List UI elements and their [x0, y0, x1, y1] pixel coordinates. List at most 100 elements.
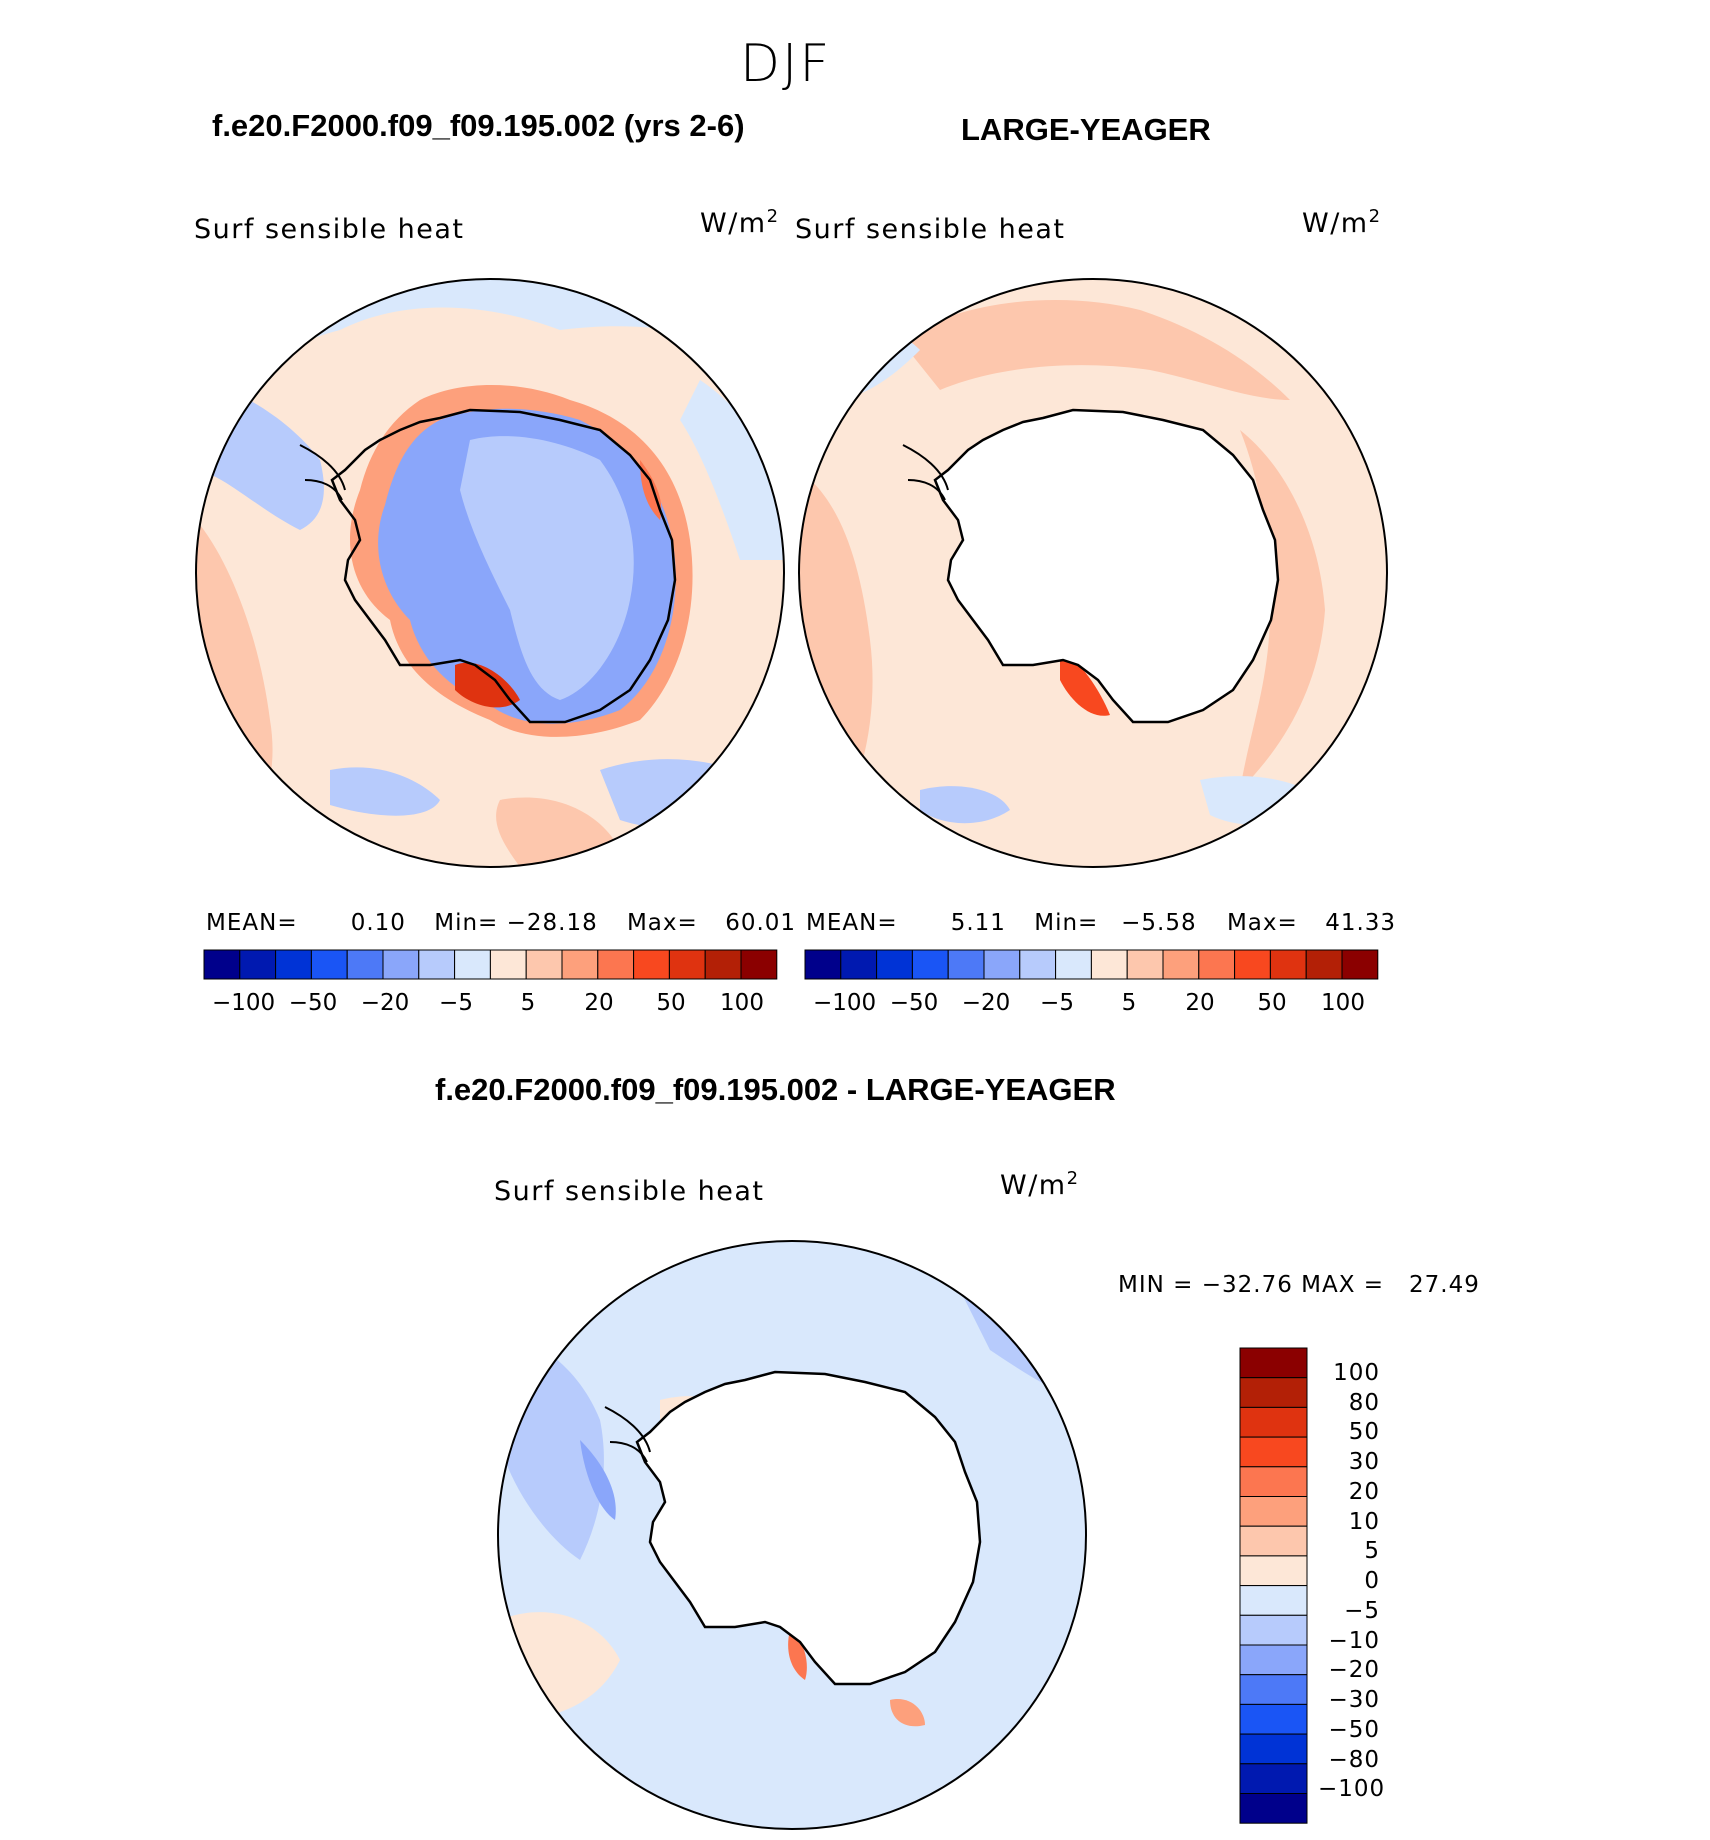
left-colorbar-swatch — [418, 949, 456, 980]
right-colorbar-swatch — [983, 949, 1021, 980]
diff-units-text: W/m — [1000, 1170, 1067, 1201]
left-tick-label: 5 — [520, 990, 536, 1016]
left-colorbar-swatch — [668, 949, 706, 980]
diff-colorbar-swatch — [1239, 1347, 1308, 1379]
right-min-label: Min= — [1034, 910, 1099, 936]
diff-minmax: MIN = −32.76 MAX = 27.49 — [1118, 1272, 1480, 1298]
right-colorbar-swatch — [1269, 949, 1307, 980]
right-tick-label: 20 — [1185, 990, 1215, 1016]
diff-colorbar-swatch — [1239, 1525, 1308, 1557]
right-max-value: 41.33 — [1325, 910, 1397, 936]
diff-tick-label: −100 — [1318, 1776, 1386, 1802]
right-tick-label: −20 — [961, 990, 1011, 1016]
diff-map-border — [497, 1240, 1087, 1830]
diff-colorbar-swatch — [1239, 1703, 1308, 1735]
diff-variable-label: Surf sensible heat — [494, 1176, 765, 1207]
left-tick-label: 50 — [656, 990, 686, 1016]
left-units-text: W/m — [700, 208, 767, 239]
diff-tick-label: −30 — [1328, 1687, 1380, 1713]
left-colorbar-swatch — [633, 949, 670, 980]
right-colorbar-swatch — [1341, 949, 1379, 980]
left-south-blue — [330, 767, 440, 816]
right-units-sup: 2 — [1368, 206, 1382, 227]
left-antarctica-inner — [460, 436, 634, 700]
left-stats: MEAN= 0.10 Min= −28.18 Max= 60.01 — [206, 910, 796, 936]
diff-tick-label: 30 — [1348, 1449, 1380, 1475]
right-tick-label: 100 — [1321, 990, 1365, 1016]
right-colorbar-swatch — [1234, 949, 1271, 980]
diff-units-sup: 2 — [1066, 1168, 1080, 1189]
right-colorbar-swatch — [947, 949, 985, 980]
diff-colorbar-swatch — [1239, 1674, 1308, 1705]
diff-title: f.e20.F2000.f09_f09.195.002 - LARGE-YEAG… — [435, 1072, 1116, 1107]
right-min-value: −5.58 — [1121, 910, 1197, 936]
left-tick-label: −5 — [439, 990, 473, 1016]
diff-colorbar-swatch — [1239, 1466, 1308, 1498]
left-colorbar-swatch — [561, 949, 599, 980]
diff-colorbar-swatch — [1239, 1733, 1308, 1765]
left-colorbar-swatch — [489, 949, 527, 980]
diff-tick-label: −80 — [1328, 1747, 1380, 1773]
left-variable-label: Surf sensible heat — [194, 214, 465, 245]
left-southeast-blue — [600, 759, 760, 828]
right-north-orange — [900, 300, 1290, 400]
right-colorbar-swatch — [1305, 949, 1343, 980]
left-colorbar-swatch — [704, 949, 742, 980]
right-units-text: W/m — [1302, 208, 1369, 239]
right-mean-label: MEAN= — [806, 910, 898, 936]
diff-south-hotspot — [890, 1699, 925, 1727]
right-colorbar-swatch — [876, 949, 913, 980]
diff-tick-label: 0 — [1364, 1568, 1380, 1594]
diff-tick-label: 50 — [1348, 1419, 1380, 1445]
diff-map — [498, 1241, 1086, 1829]
right-south-blue — [920, 786, 1010, 824]
left-colorbar-swatch — [346, 949, 384, 980]
diff-units-label: W/m2 — [1000, 1168, 1080, 1201]
left-min-label: Min= — [434, 910, 499, 936]
left-colorbar-swatch — [382, 949, 420, 980]
left-colorbar-swatch — [310, 949, 348, 980]
diff-colorbar-swatch — [1239, 1377, 1308, 1408]
diff-tick-label: −50 — [1328, 1717, 1380, 1743]
left-tick-label: −20 — [360, 990, 410, 1016]
right-antarctica-mask — [933, 408, 1280, 724]
left-map-border — [195, 278, 785, 868]
diff-colorbar-swatch — [1239, 1555, 1308, 1587]
left-min-value: −28.18 — [506, 910, 598, 936]
right-case-title: LARGE-YEAGER — [961, 112, 1211, 147]
right-colorbar-swatch — [1198, 949, 1236, 980]
diff-colorbar — [1239, 1347, 1308, 1824]
right-ross-hotspot — [1060, 650, 1110, 716]
left-map — [196, 279, 784, 867]
right-variable-label: Surf sensible heat — [795, 214, 1066, 245]
right-colorbar-swatch — [840, 949, 878, 980]
diff-tick-label: 100 — [1333, 1360, 1380, 1386]
left-tick-label: −50 — [288, 990, 338, 1016]
left-tick-label: −100 — [212, 990, 276, 1016]
diff-colorbar-swatch — [1239, 1496, 1308, 1527]
right-tick-label: −5 — [1040, 990, 1074, 1016]
right-colorbar — [804, 949, 1379, 980]
diff-tick-label: −5 — [1344, 1598, 1380, 1624]
diff-ross-hotspot — [788, 1630, 807, 1680]
left-east-blue — [680, 380, 784, 560]
left-ross-hotspot — [455, 662, 520, 708]
left-colorbar-swatch — [239, 949, 277, 980]
left-colorbar-swatch — [597, 949, 635, 980]
left-case-title: f.e20.F2000.f09_f09.195.002 (yrs 2-6) — [212, 108, 745, 143]
right-colorbar-swatch — [1055, 949, 1092, 980]
season-title: DJF — [740, 34, 832, 94]
right-map — [799, 279, 1387, 867]
right-east-orange — [1240, 430, 1325, 790]
left-max-label: Max= — [626, 910, 698, 936]
right-colorbar-swatch — [1162, 949, 1200, 980]
right-tick-label: 5 — [1121, 990, 1137, 1016]
left-colorbar-swatch — [275, 949, 312, 980]
diff-colorbar-swatch — [1239, 1585, 1308, 1616]
diff-colorbar-swatch — [1239, 1406, 1308, 1438]
right-colorbar-swatch — [804, 949, 842, 980]
left-colorbar-swatch — [203, 949, 241, 980]
left-peninsula — [299, 444, 346, 501]
diff-colorbar-swatch — [1239, 1763, 1308, 1795]
